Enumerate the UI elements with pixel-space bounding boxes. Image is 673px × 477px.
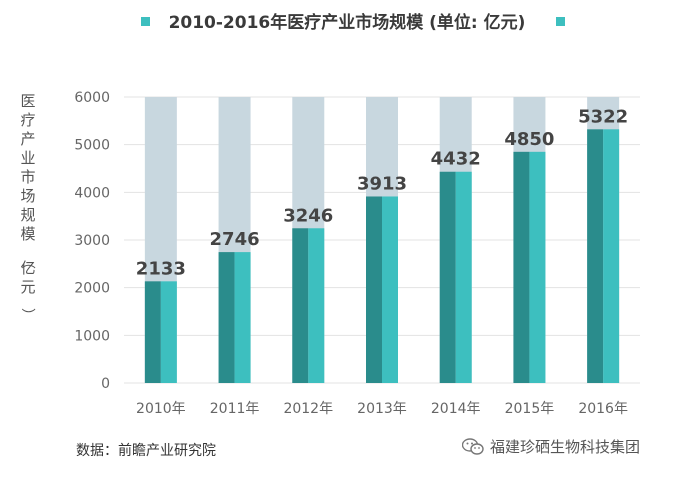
data-label: 4850 <box>504 129 554 150</box>
y-axis-label-char: 市 <box>20 168 35 186</box>
bars <box>144 97 620 383</box>
y-axis-label-char-text: ） <box>19 308 35 322</box>
y-axis: 0 1000 2000 3000 4000 5000 6000 <box>74 90 110 392</box>
bar-left-half <box>144 281 161 383</box>
y-tick-label: 1000 <box>74 328 110 344</box>
y-tick-label: 0 <box>101 376 110 392</box>
x-tick-label: 2011年 <box>210 401 260 417</box>
data-label: 3913 <box>357 173 407 194</box>
y-axis-label-char: 产 <box>20 130 35 148</box>
y-axis-label-char: 模 <box>20 225 35 243</box>
bar-left-half <box>513 151 530 383</box>
y-axis-label-char: 医 <box>20 92 35 110</box>
y-tick-label: 4000 <box>74 185 110 201</box>
chart-title: 2010-2016年医疗产业市场规模 (单位: 亿元) <box>169 12 526 33</box>
y-tick-label: 6000 <box>74 90 110 106</box>
data-label: 4432 <box>431 149 481 170</box>
data-labels: 2133 2746 3246 3913 4432 4850 5322 <box>136 106 628 279</box>
y-axis-label: 医疗产业市场规模 （亿元 ） <box>19 92 36 322</box>
bar-right-half <box>603 129 620 383</box>
x-axis: 2010年 2011年 2012年 2013年 2014年 2015年 2016年 <box>136 401 628 417</box>
y-tick-label: 3000 <box>74 233 110 249</box>
bar-right-half <box>382 196 398 383</box>
bar-right-half <box>160 281 177 383</box>
data-source: 数据：前瞻产业研究院 <box>76 443 216 459</box>
y-axis-label-char-text: （ <box>19 255 35 269</box>
bar-left-half <box>366 196 382 383</box>
y-axis-label-char: 疗 <box>20 111 35 129</box>
x-tick-label: 2013年 <box>357 401 407 417</box>
chart-legend: 2010-2016年医疗产业市场规模 (单位: 亿元) <box>141 12 565 33</box>
x-tick-label: 2012年 <box>283 401 333 417</box>
data-label: 2746 <box>210 229 260 250</box>
y-tick-label: 2000 <box>74 281 110 297</box>
y-tick-label: 5000 <box>74 138 110 154</box>
x-tick-label: 2010年 <box>136 401 186 417</box>
bar-left-half <box>292 228 309 383</box>
data-label: 5322 <box>578 106 628 127</box>
y-axis-label-char: 场 <box>20 187 35 205</box>
data-label: 3246 <box>283 205 333 226</box>
y-axis-label-char: 亿 <box>20 259 35 277</box>
legend-marker-right <box>556 17 565 26</box>
y-axis-label-char: 元 <box>20 278 35 296</box>
y-axis-label-char: ） <box>19 308 35 322</box>
y-axis-label-char: 规 <box>20 206 35 224</box>
y-axis-label-char: 业 <box>20 149 35 167</box>
data-label: 2133 <box>136 258 186 279</box>
x-tick-label: 2016年 <box>578 401 628 417</box>
legend-marker-left <box>141 17 150 26</box>
y-axis-label-char: （ <box>19 255 35 269</box>
bar-right-half <box>234 252 251 383</box>
watermark: 福建珍硒生物科技集团 <box>462 436 640 457</box>
x-tick-label: 2015年 <box>505 401 555 417</box>
bar-left-half <box>439 171 456 383</box>
wechat-icon <box>462 437 484 455</box>
bar-left-half <box>218 252 235 383</box>
bar-right-half <box>308 228 325 383</box>
watermark-text: 福建珍硒生物科技集团 <box>490 438 641 456</box>
bar-left-half <box>587 129 604 383</box>
bar-right-half <box>529 151 546 383</box>
x-tick-label: 2014年 <box>431 401 481 417</box>
bar-right-half <box>455 171 472 383</box>
